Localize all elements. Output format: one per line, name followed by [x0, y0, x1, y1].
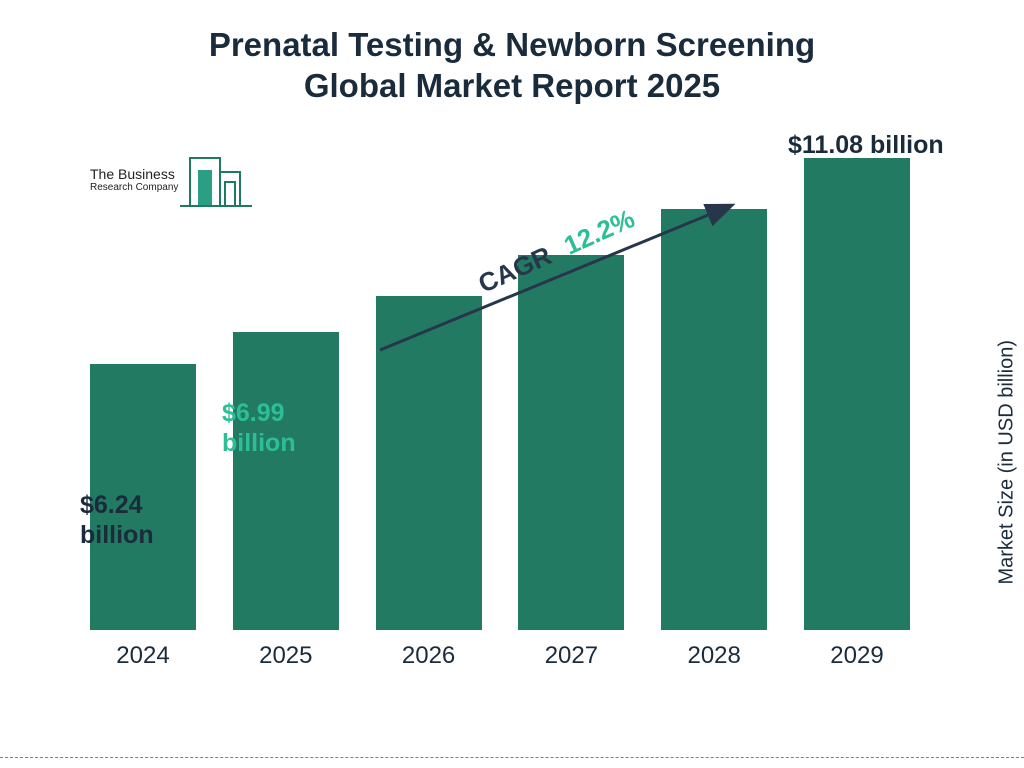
x-axis-label: 2024: [90, 642, 196, 670]
chart-area: 2024 2025 2026 2027 2028 2029: [90, 140, 910, 670]
x-axis-label: 2027: [518, 642, 624, 670]
bar: [233, 332, 339, 630]
value-label: $6.99billion: [222, 398, 296, 458]
chart-title: Prenatal Testing & Newborn Screening Glo…: [0, 24, 1024, 107]
x-axis-labels: 2024 2025 2026 2027 2028 2029: [90, 642, 910, 670]
bar-slot: [518, 255, 624, 630]
bar: [518, 255, 624, 630]
bar-slot: [661, 209, 767, 630]
x-axis-label: 2029: [804, 642, 910, 670]
bar: [661, 209, 767, 630]
value-label: $11.08 billion: [788, 130, 944, 160]
title-line2: Global Market Report 2025: [304, 67, 720, 104]
x-axis-label: 2026: [376, 642, 482, 670]
bar-slot: [233, 332, 339, 630]
y-axis-label: Market Size (in USD billion): [996, 340, 1019, 585]
bar-slot: [376, 296, 482, 630]
value-label: $6.24billion: [80, 490, 154, 550]
bar-slot: [804, 158, 910, 630]
x-axis-label: 2025: [233, 642, 339, 670]
footer-divider: [0, 757, 1024, 758]
title-line1: Prenatal Testing & Newborn Screening: [209, 26, 815, 63]
bar: [804, 158, 910, 630]
bar: [376, 296, 482, 630]
bars-container: [90, 140, 910, 630]
x-axis-label: 2028: [661, 642, 767, 670]
